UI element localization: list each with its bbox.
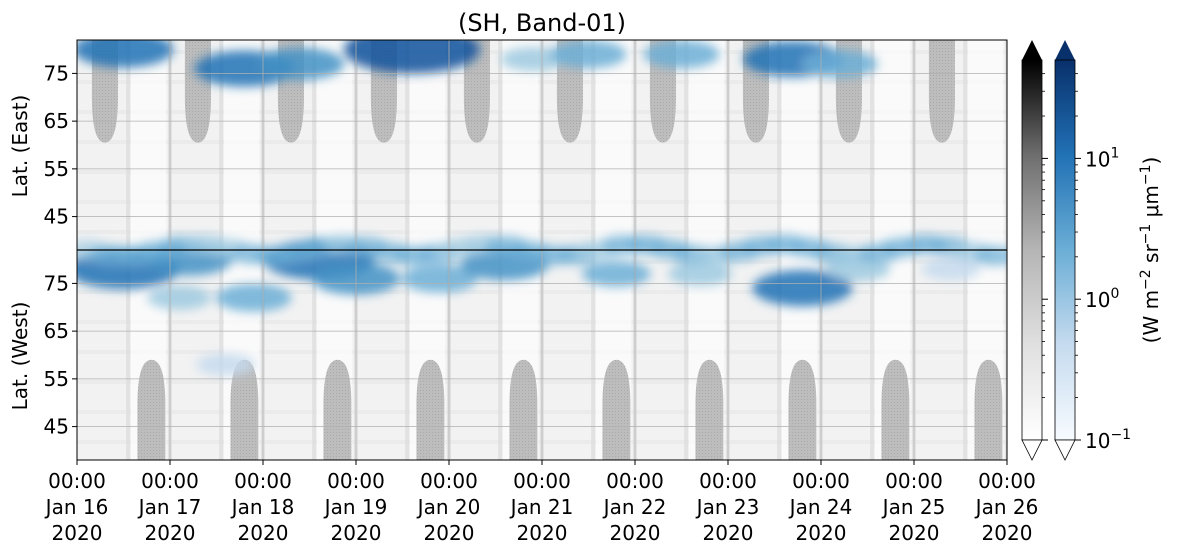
x-tick-label: Jan 19 xyxy=(323,495,388,519)
x-tick-label: Jan 23 xyxy=(695,495,760,519)
y-tick-label: 55 xyxy=(44,157,69,181)
y-tick-labels: 45 55 65 75 75 65 55 45 xyxy=(44,61,77,439)
x-tick-label: 2020 xyxy=(703,521,754,545)
x-tick-label: 2020 xyxy=(424,521,475,545)
emission-blob xyxy=(77,40,174,68)
x-tick-label: 00:00 xyxy=(978,469,1036,493)
no-data-region-west xyxy=(323,359,352,460)
x-tick-label: 2020 xyxy=(52,521,103,545)
no-data-region-east xyxy=(184,40,211,143)
y-tick-label: 75 xyxy=(44,271,69,295)
grey-colorbar-extend-top xyxy=(1022,40,1042,60)
no-data-region-east xyxy=(928,40,955,143)
no-data-region-west xyxy=(695,359,724,460)
x-tick-label: 00:00 xyxy=(48,469,106,493)
emission-blob xyxy=(643,40,720,69)
plot-area xyxy=(76,39,1008,461)
no-data-region-west xyxy=(509,359,538,460)
emission-blob xyxy=(343,40,480,74)
emission-blob xyxy=(215,283,292,312)
x-tick-label: 2020 xyxy=(982,521,1033,545)
y-tick-label: 45 xyxy=(44,205,69,229)
no-data-region-west xyxy=(974,359,1003,460)
no-data-region-west xyxy=(881,359,910,460)
x-tick-label: 00:00 xyxy=(792,469,850,493)
x-tick-label: 00:00 xyxy=(420,469,478,493)
no-data-region-west xyxy=(788,359,817,460)
colorbar-label: (W m−2 sr−1 μm−1) xyxy=(1138,157,1163,344)
x-tick-label: 2020 xyxy=(610,521,661,545)
y-tick-label: 65 xyxy=(44,319,69,343)
ylabel-east: Lat. (East) xyxy=(8,95,32,198)
x-tick-label: 00:00 xyxy=(327,469,385,493)
x-tick-label: Jan 21 xyxy=(509,495,574,519)
x-tick-label: 00:00 xyxy=(699,469,757,493)
x-tick-label: Jan 16 xyxy=(44,495,109,519)
y-tick-label: 45 xyxy=(44,415,69,439)
emission-band xyxy=(972,245,1007,266)
grey-colorbar xyxy=(1021,59,1043,441)
blue-colorbar-extend-bottom xyxy=(1054,439,1076,461)
x-tick-label: Jan 26 xyxy=(974,495,1039,519)
x-tick-label: 00:00 xyxy=(141,469,199,493)
colorbar-ticks: 101 100 10−1 xyxy=(1042,73,1131,453)
no-data-region-west xyxy=(230,359,259,460)
ylabel-west: Lat. (West) xyxy=(8,302,32,411)
colorbar-tick-label: 101 xyxy=(1085,145,1119,171)
x-tick-label: Jan 17 xyxy=(137,495,202,519)
colorbar: 101 100 10−1 (W m−2 sr−1 μm−1) xyxy=(1021,40,1163,461)
emission-blob xyxy=(500,47,565,72)
no-data-region-east xyxy=(463,40,490,143)
blue-colorbar xyxy=(1054,59,1076,441)
colorbar-tick-label: 10−1 xyxy=(1085,427,1131,453)
grey-colorbar-extend-bottom xyxy=(1021,439,1043,461)
grid-lines xyxy=(76,40,1008,460)
emission-blob xyxy=(401,264,478,293)
emission-blob xyxy=(550,40,627,69)
emission-blob xyxy=(582,261,651,287)
x-tick-label: 2020 xyxy=(796,521,847,545)
x-tick-label: 2020 xyxy=(517,521,568,545)
y-tick-label: 75 xyxy=(44,61,69,85)
colorbar-tick-label: 100 xyxy=(1085,286,1119,312)
no-data-region-west xyxy=(137,359,166,460)
x-tick-label: Jan 25 xyxy=(881,495,946,519)
x-tick-label: Jan 24 xyxy=(788,495,853,519)
emission-blob xyxy=(921,257,981,281)
emission-blob xyxy=(196,353,256,376)
x-tick-label: 00:00 xyxy=(513,469,571,493)
y-tick-label: 55 xyxy=(44,367,69,391)
x-tick-label: 2020 xyxy=(331,521,382,545)
x-tick-label: Jan 22 xyxy=(602,495,667,519)
x-tick-label: Jan 20 xyxy=(416,495,481,519)
x-tick-label: 2020 xyxy=(238,521,289,545)
x-tick-label: 00:00 xyxy=(234,469,292,493)
emission-blob xyxy=(668,261,733,286)
no-data-region-west xyxy=(416,359,445,460)
no-data-region-west xyxy=(602,359,631,460)
y-tick-label: 65 xyxy=(44,109,69,133)
emission-blob xyxy=(256,47,345,80)
x-tick-label: 2020 xyxy=(889,521,940,545)
x-tick-label: 2020 xyxy=(145,521,196,545)
x-tick-label: Jan 18 xyxy=(230,495,295,519)
emission-blob xyxy=(752,270,853,307)
x-tick-label: 00:00 xyxy=(885,469,943,493)
x-tick-label: 00:00 xyxy=(606,469,664,493)
emission-blob xyxy=(147,285,212,310)
blue-colorbar-extend-top xyxy=(1055,40,1075,60)
chart-title: (SH, Band-01) xyxy=(458,9,626,37)
